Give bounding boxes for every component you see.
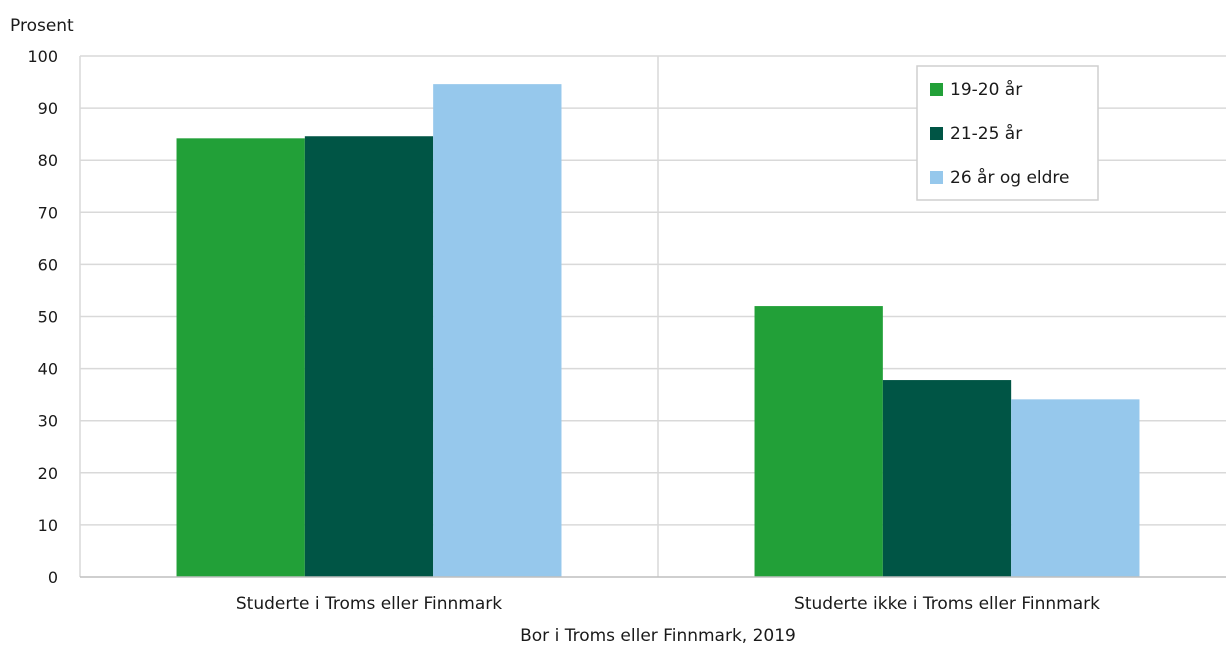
legend-box <box>916 65 1099 201</box>
y-tick-label: 60 <box>38 255 58 274</box>
y-axis-title: Prosent <box>10 16 74 36</box>
bars <box>176 84 1140 577</box>
x-axis-title: Bor i Troms eller Finnmark, 2019 <box>520 626 796 646</box>
y-tick-label: 0 <box>48 568 58 587</box>
bar <box>1011 399 1140 577</box>
y-tick-label: 100 <box>27 47 58 66</box>
legend-swatch <box>930 127 943 140</box>
y-tick-label: 50 <box>38 308 58 327</box>
category-labels: Studerte i Troms eller Finnmark Studerte … <box>236 594 1100 614</box>
bar <box>882 380 1012 577</box>
y-tick-label: 40 <box>38 360 58 379</box>
legend: 19-20 år 21-25 år 26 år og eldre <box>916 65 1099 201</box>
legend-label: 19-20 år <box>950 79 1022 100</box>
y-tick-label: 70 <box>38 203 58 222</box>
bar <box>754 306 883 577</box>
category-dividers <box>79 56 659 577</box>
y-tick-label: 90 <box>38 99 58 118</box>
legend-label: 26 år og eldre <box>950 167 1070 188</box>
bar <box>433 84 562 577</box>
y-tick-label: 10 <box>38 516 58 535</box>
y-axis-ticks: 0 10 20 30 40 50 60 70 80 90 100 <box>27 47 58 587</box>
bar <box>304 136 434 577</box>
y-tick-label: 30 <box>38 412 58 431</box>
bar <box>176 138 305 577</box>
category-label: Studerte i Troms eller Finnmark <box>236 594 502 614</box>
y-tick-label: 20 <box>38 464 58 483</box>
y-tick-label: 80 <box>38 151 58 170</box>
legend-label: 21-25 år <box>950 123 1022 144</box>
legend-swatch <box>930 171 943 184</box>
category-label: Studerte ikke i Troms eller Finnmark <box>794 594 1100 614</box>
legend-swatch <box>930 83 943 96</box>
